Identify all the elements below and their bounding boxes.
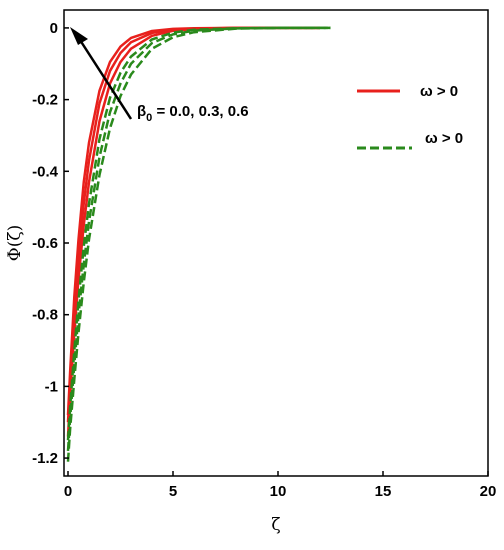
- annotation-label: β0 = 0.0, 0.3, 0.6: [137, 103, 249, 124]
- y-tick-label: 0: [50, 20, 58, 37]
- x-tick-label: 0: [64, 483, 72, 500]
- annotation-values: = 0.0, 0.3, 0.6: [152, 103, 248, 120]
- y-tick-label: -1.2: [32, 450, 58, 467]
- beta-annotation: β0 = 0.0, 0.3, 0.6: [70, 27, 249, 124]
- y-tick-label: -0.4: [32, 163, 59, 180]
- data-curves: [66, 26, 331, 462]
- annotation-arrow-shaft: [78, 39, 133, 120]
- legend-label-dashed: ω > 0: [425, 130, 463, 147]
- x-tick-label: 5: [169, 483, 177, 500]
- y-axis-title: Φ(ζ): [5, 225, 25, 261]
- x-axis-title: ζ: [271, 515, 280, 535]
- y-tick-label: -0.6: [32, 235, 58, 252]
- y-tick-label: -1: [45, 378, 58, 395]
- x-tick-label: 10: [270, 483, 287, 500]
- y-tick-label: -0.8: [32, 307, 58, 324]
- x-tick-label: 20: [480, 483, 497, 500]
- legend-label-solid: ω > 0: [420, 83, 458, 100]
- x-tick-label: 15: [375, 483, 392, 500]
- annotation-symbol: β: [137, 103, 146, 120]
- legend: ω > 0 ω > 0: [357, 83, 463, 150]
- annotation-arrowhead: [70, 27, 88, 45]
- series-line-6: [66, 26, 331, 462]
- axis-ticks: 0 5 10 15 20 0 -0.2 -0.4 -0.6 -0.8 -1 -1.2: [32, 20, 496, 500]
- y-tick-label: -0.2: [32, 92, 58, 109]
- annotation-subscript: 0: [146, 112, 152, 124]
